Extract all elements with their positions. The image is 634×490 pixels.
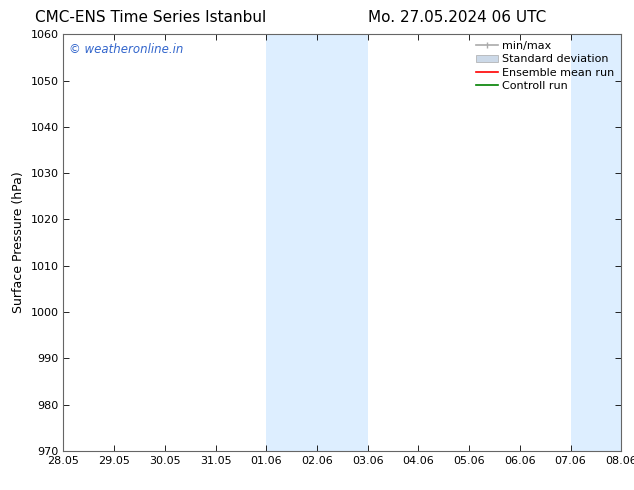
Bar [266,34,368,451]
Y-axis label: Surface Pressure (hPa): Surface Pressure (hPa) [12,172,25,314]
Legend: min/max, Standard deviation, Ensemble mean run, Controll run: min/max, Standard deviation, Ensemble me… [471,37,619,96]
Text: © weatheronline.in: © weatheronline.in [69,43,183,56]
Bar [571,34,634,451]
Text: Mo. 27.05.2024 06 UTC: Mo. 27.05.2024 06 UTC [368,10,546,25]
Text: CMC-ENS Time Series Istanbul: CMC-ENS Time Series Istanbul [35,10,266,25]
